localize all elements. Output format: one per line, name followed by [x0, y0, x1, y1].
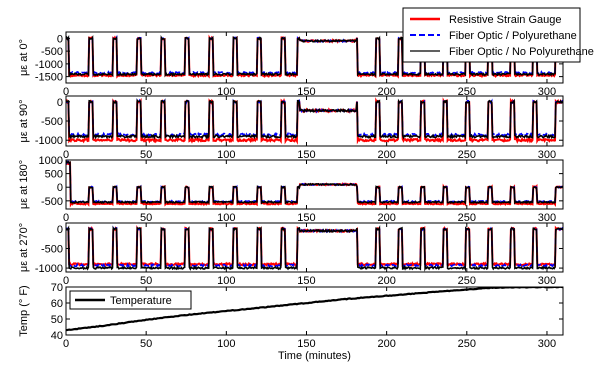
x-tick-label: 250 [458, 149, 476, 161]
series-line-2 [66, 98, 563, 141]
x-tick-label: 250 [458, 86, 476, 98]
x-tick-label: 0 [63, 275, 69, 287]
y-tick-label: -1500 [35, 72, 63, 84]
x-tick-label: 50 [140, 86, 152, 98]
y-tick-label: -500 [41, 243, 63, 255]
series-line-2 [66, 160, 563, 206]
legend-label-1: Fiber Optic / Polyurethane [449, 30, 577, 42]
x-tick-label: 0 [63, 212, 69, 224]
x-tick-label: 150 [297, 149, 315, 161]
x-tick-label: 200 [377, 149, 395, 161]
x-tick-label: 0 [63, 338, 69, 350]
y-tick-label: 40 [51, 330, 63, 342]
series-line-1 [66, 34, 563, 77]
axes-box [65, 222, 564, 273]
x-tick-label: 100 [217, 338, 235, 350]
series-line-2 [66, 34, 563, 78]
x-tick-label: 0 [63, 86, 69, 98]
x-tick-label: 200 [377, 86, 395, 98]
panel-1: 0 50 100 150 200 250 300 0 -500 -1000 με at 90° [18, 95, 564, 161]
x-tick-label: 100 [217, 275, 235, 287]
x-tick-label: 100 [217, 149, 235, 161]
legend: Resistive Strain Gauge Fiber Optic / Poly… [402, 7, 594, 63]
x-tick-label: 150 [297, 212, 315, 224]
y-tick-label: 70 [51, 282, 63, 294]
y-axis-label: Temp (° F) [18, 285, 30, 336]
y-tick-label: 0 [57, 224, 63, 236]
y-tick-label: 50 [51, 314, 63, 326]
x-tick-label: 150 [297, 86, 315, 98]
x-tick-label: 150 [297, 338, 315, 350]
x-tick-label: 200 [377, 338, 395, 350]
x-tick-label: 100 [217, 212, 235, 224]
y-tick-label: -500 [41, 196, 63, 208]
y-tick-label: -1000 [35, 135, 63, 147]
x-tick-label: 0 [63, 149, 69, 161]
x-tick-label: 300 [538, 86, 556, 98]
x-tick-label: 300 [538, 149, 556, 161]
y-tick-label: -500 [41, 116, 63, 128]
series-group [66, 287, 563, 332]
x-tick-label: 250 [458, 338, 476, 350]
series-group [66, 160, 563, 208]
series-group [66, 33, 563, 79]
x-tick-label: 50 [140, 275, 152, 287]
y-axis-label: με at 90° [18, 99, 30, 142]
x-tick-label: 200 [377, 275, 395, 287]
y-tick-label: -500 [41, 46, 63, 58]
x-tick-label: 50 [140, 212, 152, 224]
temperature-legend: Temperature [69, 290, 192, 310]
x-tick-label: 100 [217, 86, 235, 98]
axes-box [65, 159, 564, 210]
x-axis-label: Time (minutes) [278, 350, 351, 362]
temperature-legend-label: Temperature [110, 295, 172, 307]
x-tick-label: 200 [377, 212, 395, 224]
y-tick-label: -1000 [35, 263, 63, 275]
y-tick-label: 0 [57, 97, 63, 109]
legend-label-0: Resistive Strain Gauge [449, 14, 562, 26]
y-axis-label: με at 0° [18, 39, 30, 76]
y-axis-label: με at 180° [18, 160, 30, 209]
series-group [66, 97, 563, 145]
y-tick-label: 500 [45, 169, 63, 181]
y-axis-label: με at 270° [18, 223, 30, 272]
temperature-legend-box [69, 290, 192, 310]
x-tick-label: 250 [458, 275, 476, 287]
x-tick-label: 50 [140, 149, 152, 161]
temperature-line [66, 287, 563, 332]
x-tick-label: 250 [458, 212, 476, 224]
y-tick-label: 1000 [39, 155, 63, 167]
x-tick-label: 300 [538, 275, 556, 287]
panel-3: 0 50 100 150 200 250 300 0 -500 -1000 με at 270° [18, 222, 564, 287]
x-tick-label: 300 [538, 212, 556, 224]
series-group [66, 225, 563, 272]
y-tick-label: 0 [57, 182, 63, 194]
x-tick-label: 50 [140, 338, 152, 350]
series-line-2 [66, 225, 563, 272]
y-tick-label: 60 [51, 298, 63, 310]
x-tick-label: 150 [297, 275, 315, 287]
y-tick-label: 0 [57, 33, 63, 45]
y-tick-label: -1000 [35, 59, 63, 71]
axes-box [65, 286, 564, 336]
x-tick-label: 300 [538, 338, 556, 350]
legend-label-2: Fiber Optic / No Polyurethane [449, 46, 594, 58]
